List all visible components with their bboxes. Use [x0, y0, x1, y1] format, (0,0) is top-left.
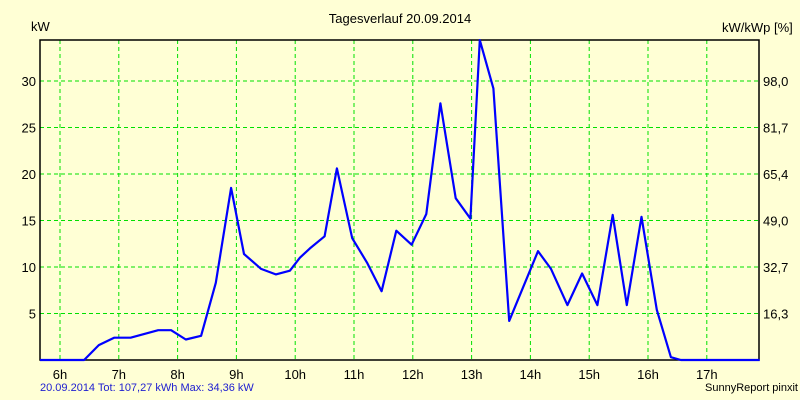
grid-lines	[40, 40, 759, 360]
x-axis-ticks: 6h 7h 8h 9h 10h 11h 12h 13h 14h 15h 16h 17h	[53, 367, 718, 382]
y-right-tick-label: 65,4	[763, 167, 788, 182]
y-left-tick-label: 10	[22, 260, 36, 275]
x-tick-label: 14h	[520, 367, 542, 382]
y-axis-left-ticks: 5 10 15 20 25 30	[22, 74, 36, 322]
y-axis-right-label: kW/kWp [%]	[722, 20, 793, 35]
x-tick-label: 17h	[696, 367, 718, 382]
y-right-tick-label: 81,7	[763, 121, 788, 136]
x-tick-label: 10h	[284, 367, 306, 382]
x-tick-label: 15h	[578, 367, 600, 382]
y-left-tick-label: 30	[22, 74, 36, 89]
x-tick-label: 13h	[461, 367, 483, 382]
y-left-tick-label: 25	[22, 121, 36, 136]
x-tick-label: 6h	[53, 367, 67, 382]
daily-summary: 20.09.2014 Tot: 107,27 kWh Max: 34,36 kW	[40, 382, 254, 394]
x-tick-label: 8h	[170, 367, 184, 382]
y-right-tick-label: 98,0	[763, 74, 788, 89]
x-tick-label: 11h	[344, 367, 365, 382]
y-right-tick-label: 49,0	[763, 214, 788, 229]
plot-frame	[39, 39, 760, 361]
y-right-tick-label: 16,3	[763, 307, 788, 322]
brand-label: SunnyReport pinxit	[705, 382, 798, 394]
x-tick-label: 16h	[637, 367, 659, 382]
y-left-tick-label: 5	[29, 307, 36, 322]
y-right-tick-label: 32,7	[763, 260, 788, 275]
y-axis-right-ticks: 16,3 32,7 49,0 65,4 81,7 98,0	[763, 74, 788, 322]
x-tick-label: 7h	[112, 367, 126, 382]
y-left-tick-label: 15	[22, 214, 36, 229]
y-left-tick-label: 20	[22, 167, 36, 182]
x-tick-label: 12h	[402, 367, 424, 382]
x-tick-label: 9h	[229, 367, 243, 382]
chart-title: Tagesverlauf 20.09.2014	[328, 11, 472, 26]
y-axis-left-label: kW	[31, 19, 50, 34]
power-series-line	[40, 38, 760, 362]
